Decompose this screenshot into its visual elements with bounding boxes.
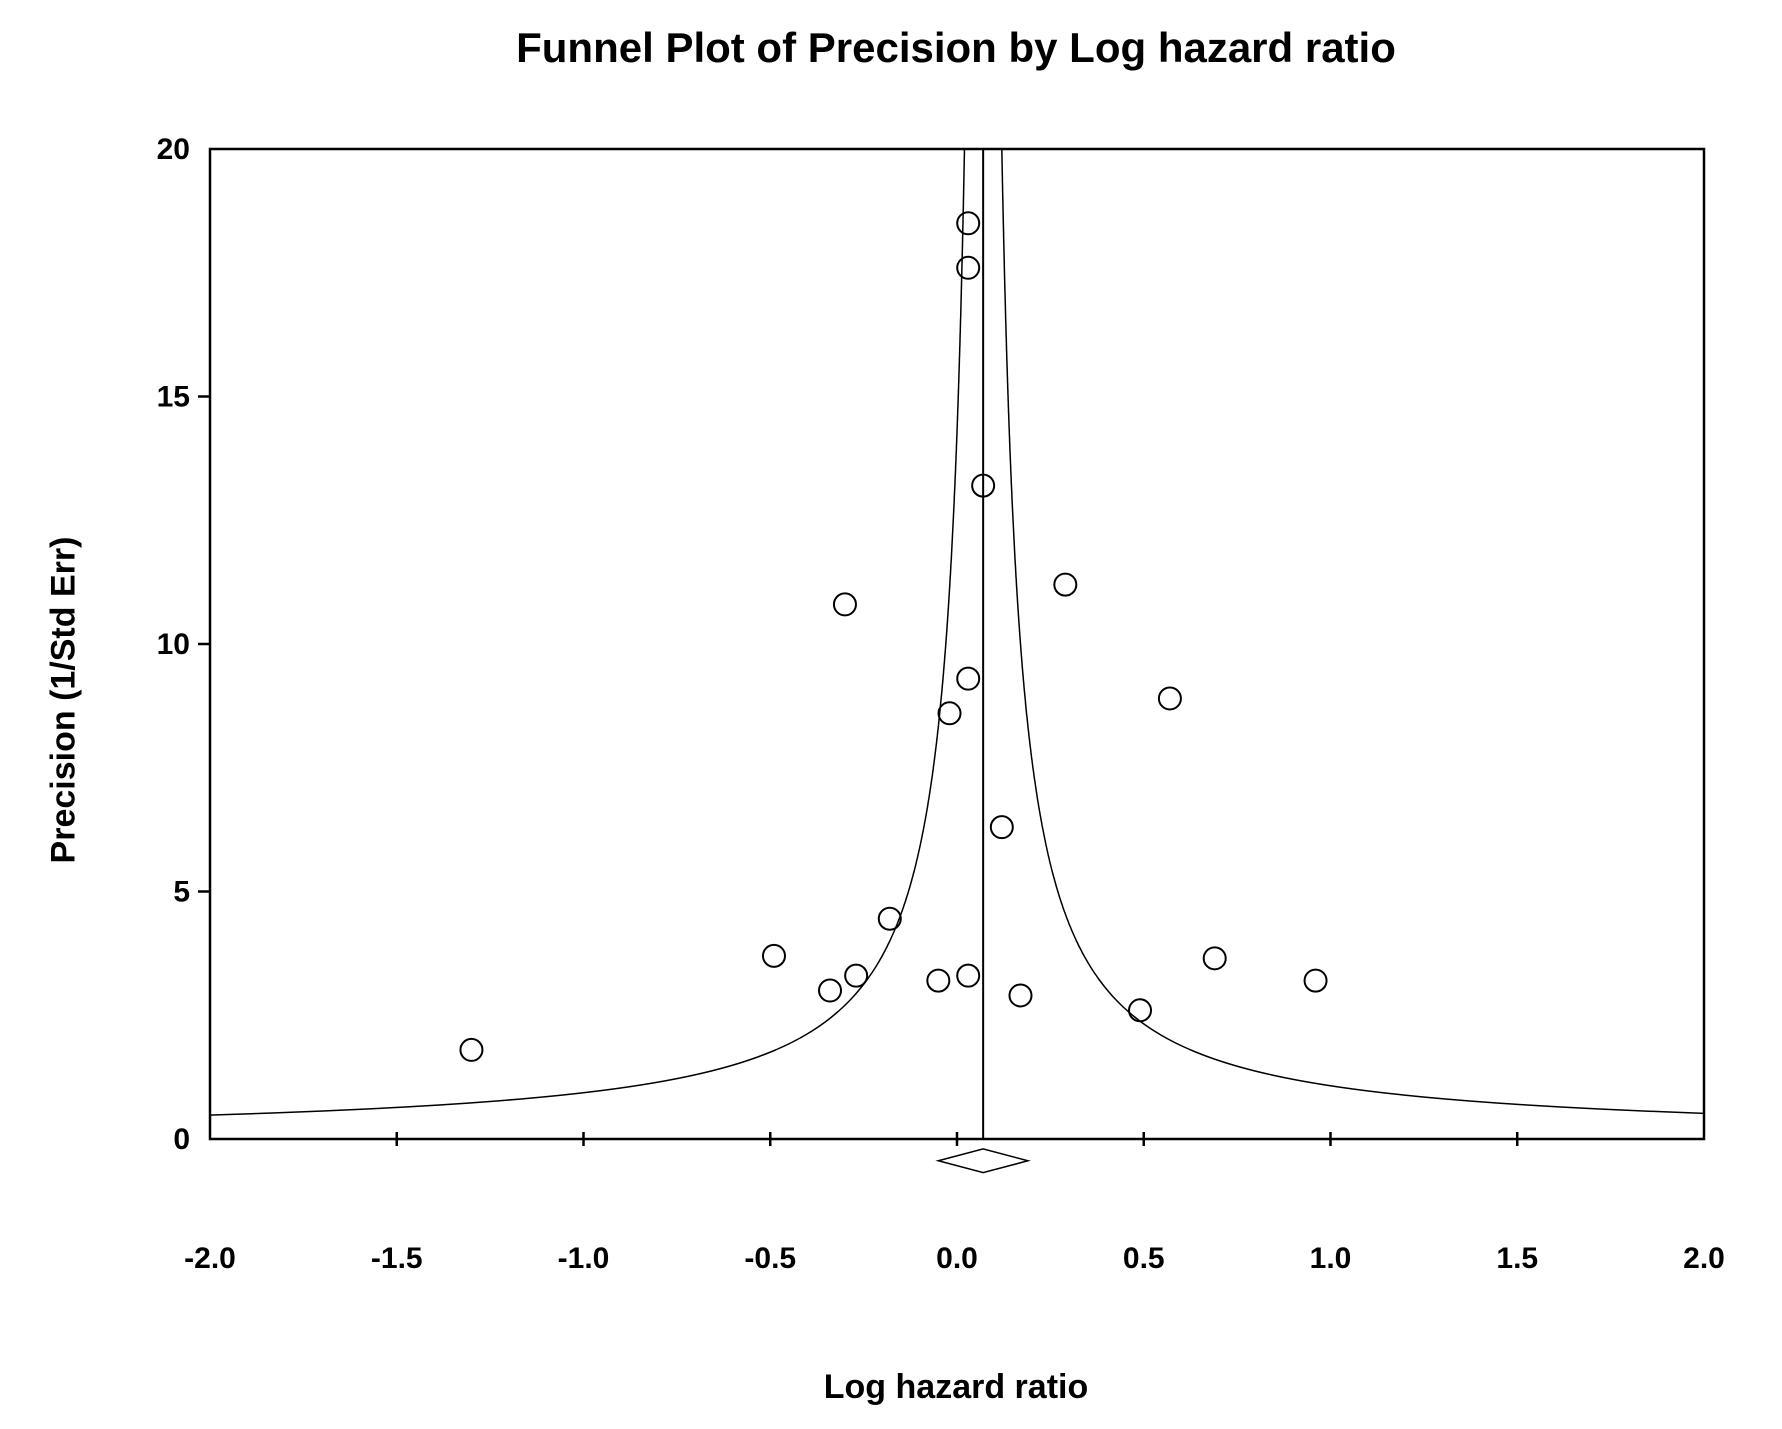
funnel-curve-left: [209, 148, 966, 1116]
data-point: [1202, 946, 1227, 971]
y-axis-title: Precision (1/Std Err): [44, 536, 83, 864]
data-point: [937, 701, 962, 726]
x-tick-label: -0.5: [744, 1242, 796, 1275]
data-point: [956, 963, 981, 988]
x-tick-label: 1.5: [1496, 1242, 1538, 1275]
funnel-curve-right: [1001, 148, 1705, 1115]
data-point: [1128, 998, 1153, 1023]
x-tick-label: 2.0: [1683, 1242, 1725, 1275]
data-point: [1157, 686, 1182, 711]
data-point: [818, 978, 843, 1003]
data-point: [1053, 572, 1078, 597]
x-tick-label: -2.0: [184, 1242, 236, 1275]
data-point: [1008, 983, 1033, 1008]
x-tick-label: 0.5: [1123, 1242, 1165, 1275]
x-tick-label: -1.5: [371, 1242, 423, 1275]
data-point: [956, 666, 981, 691]
y-tick-label: 5: [173, 876, 190, 909]
data-point: [459, 1037, 484, 1062]
y-tick-label: 0: [173, 1123, 190, 1156]
data-point: [926, 968, 951, 993]
x-axis-title: Log hazard ratio: [823, 1368, 1089, 1406]
y-tick-label: 15: [157, 381, 190, 414]
data-point: [956, 211, 981, 236]
data-point: [844, 963, 869, 988]
data-point: [956, 255, 981, 280]
data-point: [877, 906, 902, 931]
data-point: [989, 815, 1014, 840]
chart-title: Funnel Plot of Precision by Log hazard r…: [516, 24, 1396, 71]
data-point: [971, 473, 996, 498]
x-tick-label: 1.0: [1310, 1242, 1352, 1275]
pooled-estimate-diamond: [935, 1148, 1031, 1174]
plot-frame: [208, 147, 1706, 1141]
x-tick-label: -1.0: [558, 1242, 610, 1275]
data-point: [832, 592, 857, 617]
data-point: [761, 943, 786, 968]
data-point: [1303, 968, 1328, 993]
y-tick-label: 20: [157, 133, 190, 166]
x-tick-label: 0.0: [936, 1242, 978, 1275]
y-tick-label: 10: [157, 628, 190, 661]
